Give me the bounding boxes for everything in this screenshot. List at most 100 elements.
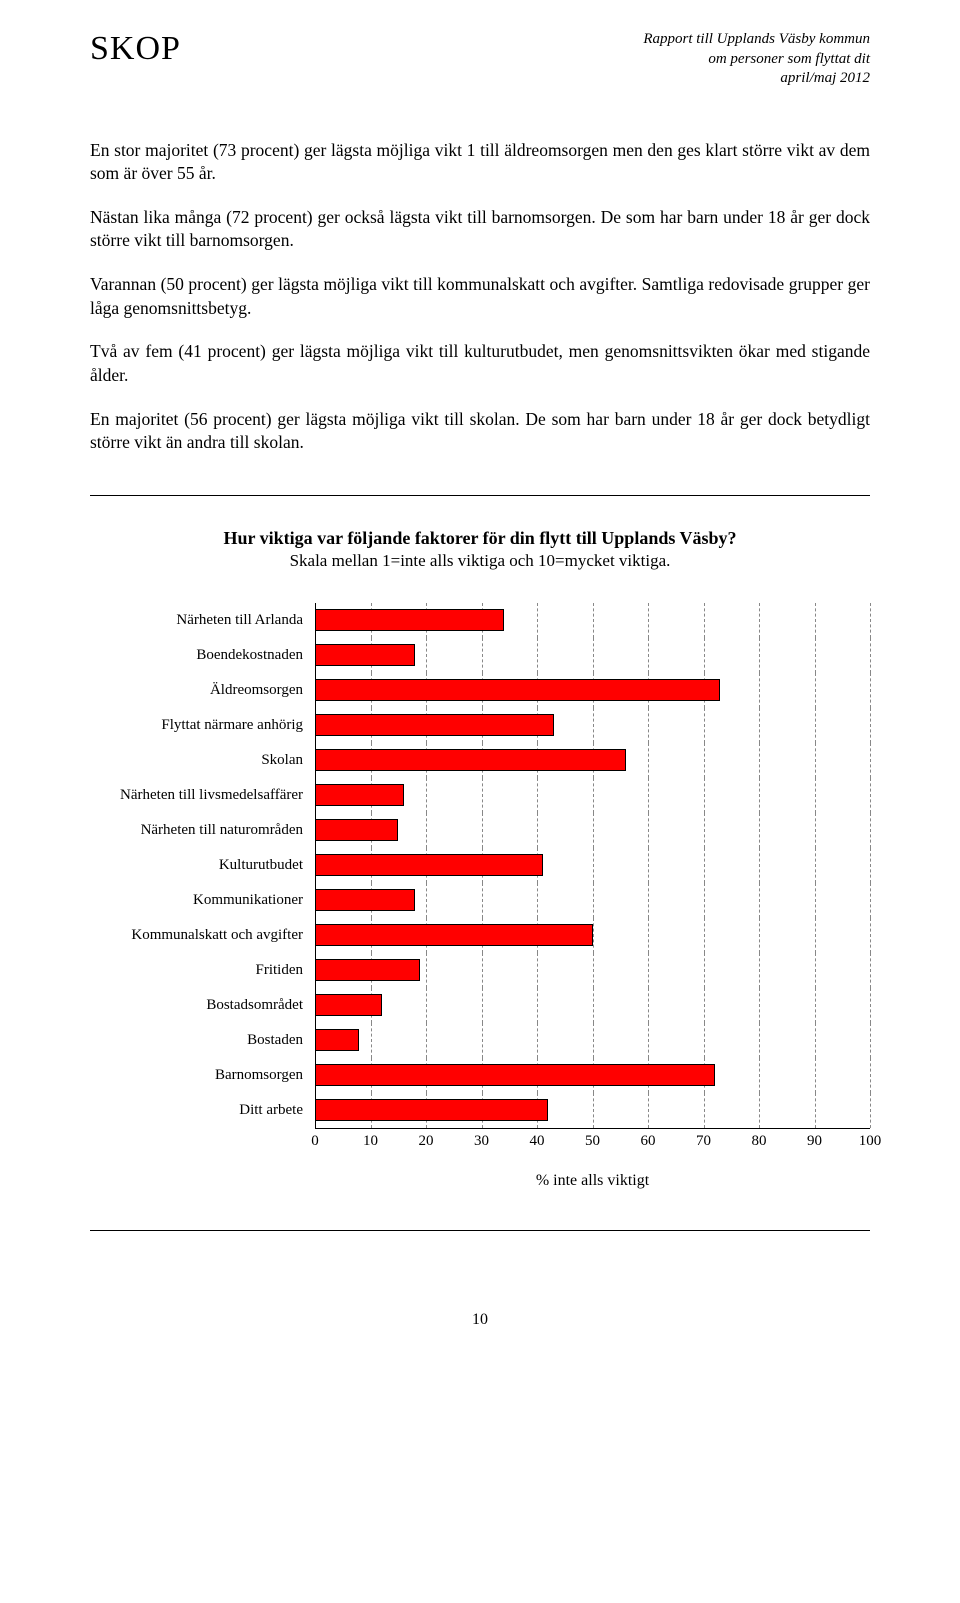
bar xyxy=(315,889,415,911)
gridline xyxy=(870,638,871,673)
gridline xyxy=(648,813,649,848)
gridline xyxy=(537,1023,538,1058)
gridline xyxy=(870,848,871,883)
category-label: Ditt arbete xyxy=(90,1102,315,1119)
gridline xyxy=(870,918,871,953)
gridline xyxy=(704,778,705,813)
gridline xyxy=(426,813,427,848)
gridline xyxy=(815,708,816,743)
category-label: Flyttat närmare anhörig xyxy=(90,717,315,734)
axis-title-text: % inte alls viktigt xyxy=(315,1172,870,1190)
category-label: Bostadsområdet xyxy=(90,997,315,1014)
gridline xyxy=(759,953,760,988)
paragraph: Nästan lika många (72 procent) ger också… xyxy=(90,206,870,253)
gridline xyxy=(593,708,594,743)
gridline xyxy=(704,743,705,778)
gridline xyxy=(537,603,538,638)
tick-label: 30 xyxy=(474,1133,489,1150)
category-label: Närheten till naturområden xyxy=(90,822,315,839)
gridline xyxy=(704,1093,705,1128)
gridline xyxy=(537,638,538,673)
gridline xyxy=(593,953,594,988)
gridline xyxy=(870,883,871,918)
chart-title-wrap: Hur viktiga var följande faktorer för di… xyxy=(90,526,870,573)
plot-area xyxy=(315,673,870,708)
gridline xyxy=(482,883,483,918)
gridline xyxy=(870,673,871,708)
bar xyxy=(315,819,398,841)
gridline xyxy=(593,778,594,813)
gridline xyxy=(648,708,649,743)
axis-title: % inte alls viktigt xyxy=(90,1172,870,1190)
gridline xyxy=(537,883,538,918)
bar xyxy=(315,679,720,701)
separator xyxy=(90,495,870,496)
gridline xyxy=(648,778,649,813)
gridline xyxy=(815,813,816,848)
gridline xyxy=(482,778,483,813)
bar xyxy=(315,749,626,771)
plot-area xyxy=(315,1093,870,1128)
plot-area xyxy=(315,778,870,813)
tick-label: 10 xyxy=(363,1133,378,1150)
bar xyxy=(315,1064,715,1086)
paragraph: Två av fem (41 procent) ger lägsta möjli… xyxy=(90,340,870,387)
chart-subtitle: Skala mellan 1=inte alls viktiga och 10=… xyxy=(130,550,830,573)
gridline xyxy=(759,778,760,813)
page-header: SKOP Rapport till Upplands Väsby kommun … xyxy=(90,30,870,89)
bar xyxy=(315,959,420,981)
gridline xyxy=(759,638,760,673)
gridline xyxy=(648,883,649,918)
report-line: Rapport till Upplands Väsby kommun xyxy=(643,30,870,50)
page-number: 10 xyxy=(90,1311,870,1329)
gridline xyxy=(815,743,816,778)
gridline xyxy=(648,1093,649,1128)
gridline xyxy=(704,883,705,918)
category-label: Bostaden xyxy=(90,1032,315,1049)
gridline xyxy=(426,953,427,988)
bar xyxy=(315,994,382,1016)
tick-label: 50 xyxy=(585,1133,600,1150)
report-line: om personer som flyttat dit xyxy=(643,50,870,70)
gridline xyxy=(870,708,871,743)
plot-area xyxy=(315,953,870,988)
gridline xyxy=(815,918,816,953)
gridline xyxy=(593,883,594,918)
gridline xyxy=(593,638,594,673)
gridline xyxy=(593,603,594,638)
gridline xyxy=(371,1023,372,1058)
gridline xyxy=(593,988,594,1023)
gridline xyxy=(759,918,760,953)
chart-row: Kommunikationer xyxy=(90,883,870,918)
gridline xyxy=(704,953,705,988)
chart-row: Närheten till naturområden xyxy=(90,813,870,848)
gridline xyxy=(759,988,760,1023)
bar xyxy=(315,784,404,806)
gridline xyxy=(870,1023,871,1058)
category-label: Skolan xyxy=(90,752,315,769)
chart-row: Ditt arbete xyxy=(90,1093,870,1128)
plot-area xyxy=(315,743,870,778)
chart: Närheten till ArlandaBoendekostnadenÄldr… xyxy=(90,603,870,1190)
category-label: Äldreomsorgen xyxy=(90,682,315,699)
paragraph: Varannan (50 procent) ger lägsta möjliga… xyxy=(90,273,870,320)
gridline xyxy=(537,813,538,848)
gridline xyxy=(815,1023,816,1058)
gridline xyxy=(593,1093,594,1128)
bar xyxy=(315,1099,548,1121)
gridline xyxy=(482,1023,483,1058)
chart-row: Bostadsområdet xyxy=(90,988,870,1023)
gridline xyxy=(704,638,705,673)
gridline xyxy=(648,918,649,953)
plot-area xyxy=(315,848,870,883)
chart-section: Hur viktiga var följande faktorer för di… xyxy=(90,526,870,1190)
category-label: Fritiden xyxy=(90,962,315,979)
plot-area xyxy=(315,708,870,743)
plot-area xyxy=(315,603,870,638)
gridline xyxy=(870,953,871,988)
gridline xyxy=(426,638,427,673)
gridline xyxy=(648,1023,649,1058)
chart-title: Hur viktiga var följande faktorer för di… xyxy=(130,526,830,550)
gridline xyxy=(593,1023,594,1058)
gridline xyxy=(759,603,760,638)
